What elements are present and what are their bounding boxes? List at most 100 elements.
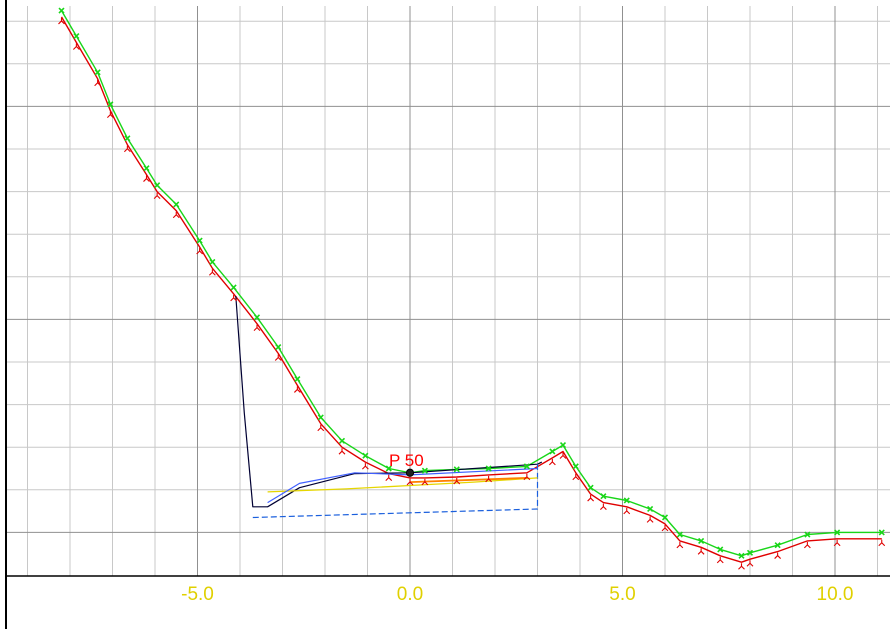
terrain-upper-point — [717, 546, 724, 553]
terrain-upper-point — [559, 442, 567, 449]
terrain-lower-point — [274, 354, 282, 361]
terrain-lower-point — [143, 175, 150, 182]
terrain-lower-point — [208, 269, 216, 276]
series-excavation-outline — [235, 295, 543, 508]
terrain-upper-point — [774, 542, 781, 549]
terrain-lower-point — [453, 478, 461, 485]
terrain-lower-point — [106, 111, 114, 119]
terrain-upper-point — [196, 237, 203, 244]
terrain-lower-point — [421, 478, 429, 486]
terrain-lower-point — [774, 552, 782, 559]
series-excavation-top-blue — [267, 467, 538, 504]
terrain-lower-point — [646, 516, 654, 523]
series-terrain-lower — [60, 16, 882, 563]
major-grid — [6, 6, 890, 576]
x-tick-labels: -5.0 0.0 5.0 10.0 — [181, 584, 853, 605]
terrain-upper-point — [600, 493, 607, 500]
terrain-lower-point — [833, 539, 841, 547]
terrain-upper-point — [661, 514, 669, 521]
terrain-lower-point — [196, 247, 204, 255]
terrain-upper-point — [143, 165, 150, 172]
x-tick-label: 5.0 — [609, 584, 635, 605]
terrain-upper-point — [275, 344, 282, 351]
x-tick-label: 0.0 — [397, 584, 423, 605]
terrain-upper-point — [154, 182, 161, 189]
terrain-lower-point — [72, 43, 80, 50]
series-terrain-upper — [60, 10, 882, 557]
terrain-lower-point — [599, 503, 607, 510]
terrain-lower-point — [58, 17, 65, 25]
terrain-lower-point — [559, 452, 567, 459]
marker-layer — [58, 7, 886, 570]
terrain-lower-point — [523, 473, 531, 481]
terrain-upper-point — [73, 33, 80, 40]
terrain-upper-point — [173, 201, 180, 208]
series-layer — [60, 10, 882, 563]
terrain-lower-point — [317, 424, 325, 432]
terrain-upper-point — [804, 531, 811, 538]
terrain-upper-point — [362, 452, 369, 459]
series-water-level — [267, 477, 538, 493]
terrain-lower-point — [746, 560, 754, 567]
terrain-upper-point — [738, 552, 745, 559]
terrain-upper-point — [549, 448, 556, 455]
terrain-lower-point — [123, 145, 131, 153]
terrain-upper-point — [676, 531, 683, 538]
terrain-upper-point — [385, 465, 392, 472]
terrain-upper-point — [878, 529, 885, 536]
terrain-upper-point — [230, 284, 237, 291]
terrain-upper-point — [698, 537, 705, 544]
terrain-lower-point — [623, 507, 631, 515]
terrain-lower-point — [172, 211, 180, 219]
terrain-lower-point — [338, 448, 346, 455]
terrain-upper-point — [209, 258, 216, 265]
terrain-lower-point — [878, 539, 886, 547]
terrain-lower-point — [548, 458, 556, 466]
terrain-upper-point — [124, 135, 131, 142]
terrain-upper-point — [647, 505, 654, 513]
minor-grid — [6, 6, 890, 576]
terrain-upper-point — [834, 529, 841, 536]
terrain-lower-point — [230, 294, 238, 302]
terrain-lower-point — [153, 192, 161, 199]
terrain-upper-point — [338, 437, 346, 444]
annotation-layer: P 50 — [389, 451, 424, 477]
point-label: P 50 — [389, 451, 424, 470]
terrain-lower-point — [385, 474, 393, 482]
terrain-lower-point — [676, 541, 684, 549]
x-tick-label: 10.0 — [817, 584, 854, 605]
terrain-upper-point — [253, 314, 261, 321]
terrain-upper-point — [623, 497, 630, 504]
terrain-lower-point — [661, 524, 669, 532]
terrain-lower-point — [587, 495, 595, 502]
terrain-upper-point — [587, 484, 594, 491]
terrain-lower-point — [738, 563, 745, 570]
terrain-lower-point — [361, 463, 369, 470]
terrain-lower-point — [485, 475, 493, 483]
terrain-upper-point — [58, 7, 65, 14]
terrain-upper-point — [317, 414, 324, 421]
terrain-lower-point — [697, 548, 705, 555]
terrain-upper-point — [107, 101, 114, 108]
terrain-lower-point — [94, 79, 102, 87]
terrain-upper-point — [453, 466, 460, 473]
terrain-upper-point — [294, 375, 301, 383]
terrain-upper-point — [94, 69, 101, 76]
terrain-lower-point — [716, 556, 724, 564]
terrain-lower-point — [803, 541, 811, 549]
terrain-lower-point — [293, 386, 301, 393]
terrain-lower-point — [572, 473, 580, 481]
terrain-lower-point — [406, 478, 414, 486]
terrain-upper-point — [485, 465, 492, 472]
series-marked-segment — [409, 477, 527, 483]
point-marker — [405, 468, 415, 477]
terrain-upper-point — [746, 549, 754, 556]
series-excavation-bottom — [252, 464, 539, 519]
terrain-lower-point — [253, 324, 261, 332]
axis-frame — [5, 0, 890, 629]
terrain-upper-point — [572, 463, 579, 470]
terrain-upper-point — [421, 467, 428, 474]
terrain-upper-point — [523, 463, 530, 470]
x-tick-label: -5.0 — [181, 584, 214, 605]
